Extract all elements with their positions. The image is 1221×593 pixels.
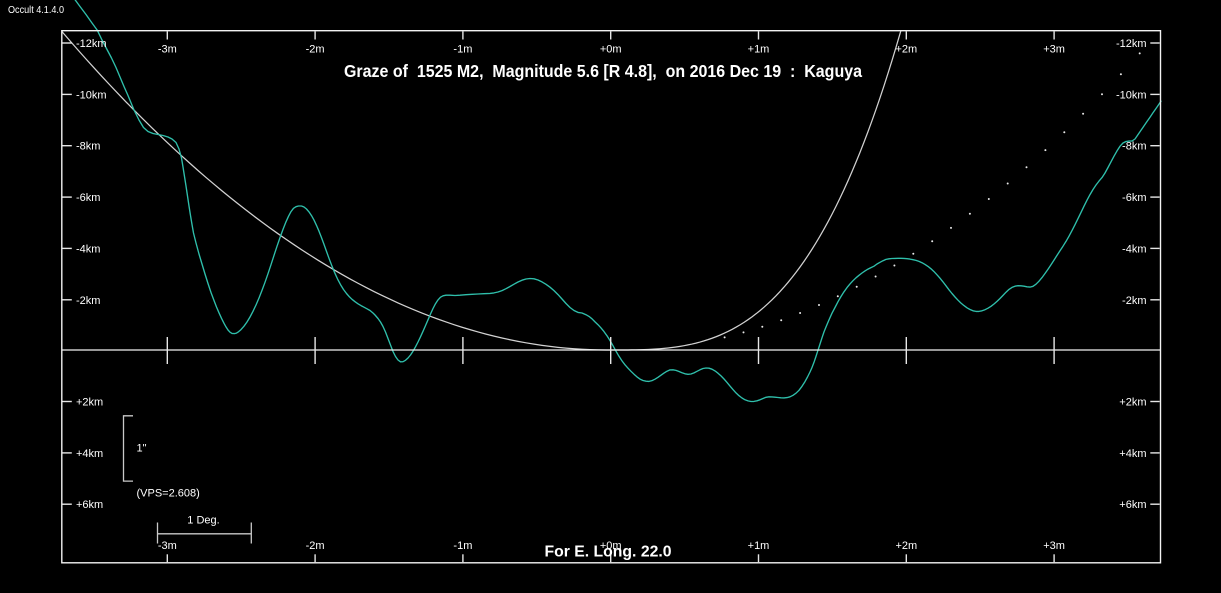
svg-text:1 Deg.: 1 Deg.	[187, 515, 219, 527]
svg-text:(VPS=2.608): (VPS=2.608)	[137, 488, 200, 500]
svg-text:+4km: +4km	[76, 448, 103, 460]
svg-text:+6km: +6km	[76, 499, 103, 511]
svg-text:Graze of 1525 M2, Magnitude: Graze of 1525 M2, Magnitude 5.6 [R 4.8],…	[344, 61, 862, 81]
svg-text:+2km: +2km	[1119, 397, 1146, 409]
svg-text:-8km: -8km	[76, 141, 100, 153]
svg-text:+0m: +0m	[600, 540, 622, 552]
svg-text:+2m: +2m	[895, 43, 917, 55]
svg-text:-12km: -12km	[76, 38, 107, 50]
svg-text:-8km: -8km	[1122, 141, 1146, 153]
svg-text:-2km: -2km	[76, 295, 100, 307]
svg-text:-12km: -12km	[1116, 38, 1147, 50]
svg-text:+2m: +2m	[895, 540, 917, 552]
svg-text:+4km: +4km	[1119, 448, 1146, 460]
svg-text:+2km: +2km	[76, 397, 103, 409]
svg-text:+6km: +6km	[1119, 499, 1146, 511]
svg-text:-2m: -2m	[306, 540, 325, 552]
svg-text:-1m: -1m	[453, 540, 472, 552]
svg-text:-6km: -6km	[1122, 192, 1146, 204]
svg-text:-10km: -10km	[76, 89, 107, 101]
svg-text:-10km: -10km	[1116, 89, 1147, 101]
svg-text:+1m: +1m	[748, 540, 770, 552]
svg-text:+3m: +3m	[1043, 43, 1065, 55]
svg-text:-1m: -1m	[453, 43, 472, 55]
svg-text:-2m: -2m	[306, 43, 325, 55]
svg-text:1": 1"	[137, 443, 147, 455]
svg-text:Occult 4.1.4.0: Occult 4.1.4.0	[8, 4, 64, 16]
svg-text:-4km: -4km	[1122, 243, 1146, 255]
svg-text:+1m: +1m	[748, 43, 770, 55]
svg-text:-4km: -4km	[76, 243, 100, 255]
svg-text:-2km: -2km	[1122, 295, 1146, 307]
svg-text:+3m: +3m	[1043, 540, 1065, 552]
svg-text:+0m: +0m	[600, 43, 622, 55]
svg-text:-3m: -3m	[158, 540, 177, 552]
svg-text:-6km: -6km	[76, 192, 100, 204]
svg-text:-3m: -3m	[158, 43, 177, 55]
svg-text:For E. Long. 22.0: For E. Long. 22.0	[545, 544, 672, 561]
